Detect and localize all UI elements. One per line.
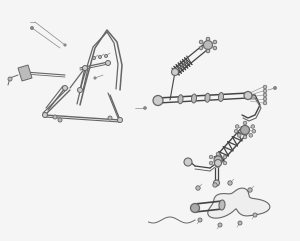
Circle shape (263, 93, 267, 97)
Circle shape (31, 27, 34, 29)
Circle shape (234, 129, 238, 133)
Polygon shape (208, 188, 270, 218)
Circle shape (43, 113, 47, 118)
Circle shape (263, 85, 267, 89)
Circle shape (214, 156, 222, 164)
Circle shape (8, 77, 12, 81)
Circle shape (236, 125, 239, 128)
Circle shape (203, 40, 212, 49)
Circle shape (199, 40, 203, 44)
Circle shape (209, 155, 213, 159)
Polygon shape (18, 65, 32, 81)
Circle shape (172, 68, 178, 75)
Circle shape (243, 121, 247, 125)
Circle shape (263, 89, 267, 93)
Circle shape (64, 44, 66, 46)
Circle shape (213, 46, 217, 50)
Circle shape (252, 129, 256, 133)
Circle shape (199, 46, 203, 50)
Circle shape (206, 49, 210, 53)
Circle shape (209, 161, 213, 165)
Ellipse shape (178, 95, 183, 104)
Circle shape (206, 37, 210, 41)
Circle shape (98, 55, 101, 59)
Circle shape (223, 161, 227, 165)
Circle shape (214, 180, 220, 186)
Circle shape (198, 218, 202, 222)
Circle shape (223, 155, 227, 159)
Circle shape (249, 134, 253, 137)
Circle shape (274, 87, 277, 89)
Circle shape (196, 186, 200, 190)
Circle shape (104, 54, 107, 58)
Circle shape (153, 95, 163, 106)
Circle shape (82, 66, 88, 71)
Circle shape (53, 115, 57, 119)
Circle shape (218, 223, 222, 227)
Circle shape (216, 164, 220, 168)
Circle shape (243, 135, 247, 139)
Circle shape (62, 86, 68, 91)
Circle shape (106, 60, 110, 66)
Ellipse shape (218, 93, 224, 101)
Circle shape (263, 97, 267, 101)
Circle shape (214, 160, 221, 167)
Circle shape (238, 221, 242, 225)
Circle shape (190, 203, 200, 213)
Circle shape (94, 77, 96, 79)
Circle shape (213, 183, 217, 187)
Ellipse shape (191, 94, 196, 103)
Circle shape (241, 126, 250, 134)
Circle shape (253, 213, 257, 217)
Circle shape (58, 118, 62, 122)
Ellipse shape (205, 93, 210, 102)
Circle shape (237, 134, 241, 137)
Circle shape (184, 158, 192, 166)
Circle shape (118, 118, 122, 122)
Circle shape (216, 152, 220, 156)
Circle shape (263, 101, 267, 105)
Circle shape (213, 40, 217, 44)
Circle shape (244, 92, 252, 100)
Circle shape (92, 56, 95, 60)
Circle shape (251, 125, 255, 128)
Circle shape (228, 181, 232, 185)
Circle shape (248, 188, 252, 192)
Ellipse shape (219, 200, 225, 210)
Circle shape (108, 116, 112, 120)
Circle shape (143, 107, 146, 109)
Circle shape (77, 87, 83, 93)
